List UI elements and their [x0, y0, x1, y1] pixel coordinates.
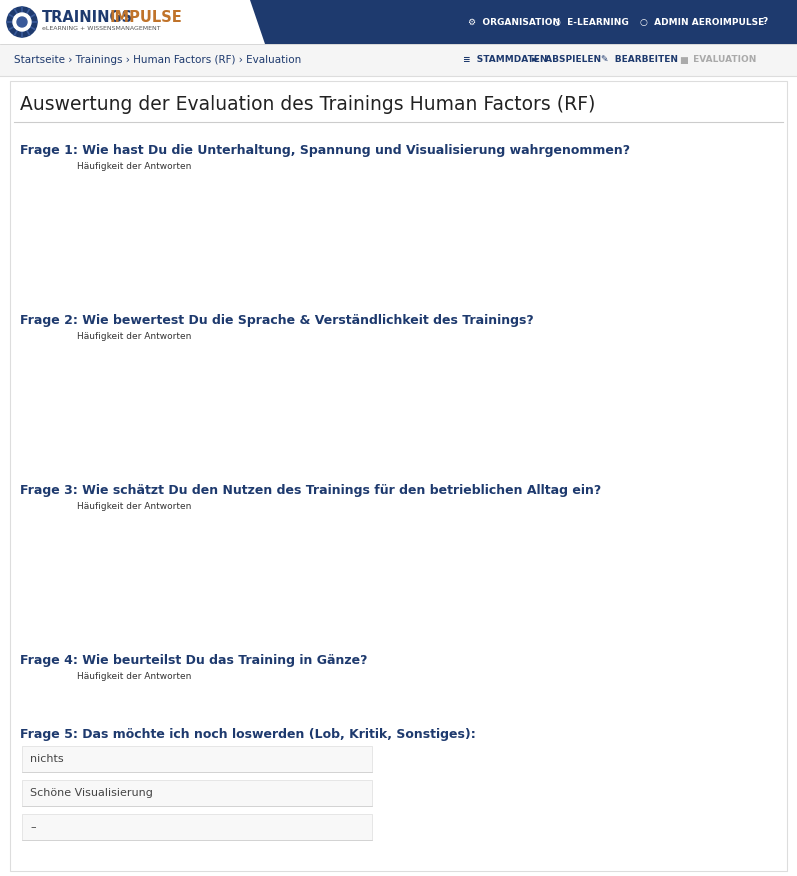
Bar: [55, 731, 162, 741]
Bar: [55, 620, 63, 632]
X-axis label: Häufigkeit: Häufigkeit: [183, 489, 233, 498]
Text: Frage 5: Das möchte ich noch loswerden (Lob, Kritik, Sonstiges):: Frage 5: Das möchte ich noch loswerden (…: [20, 728, 476, 741]
Circle shape: [7, 7, 37, 37]
Text: ⚙  ORGANISATION: ⚙ ORGANISATION: [468, 18, 560, 26]
Text: eLEARNING + WISSENSMANAGEMENT: eLEARNING + WISSENSMANAGEMENT: [42, 25, 161, 31]
Text: ▆  EVALUATION: ▆ EVALUATION: [680, 55, 756, 65]
FancyBboxPatch shape: [0, 76, 797, 876]
X-axis label: Häufigkeit: Häufigkeit: [183, 659, 233, 668]
Bar: [55, 180, 95, 192]
X-axis label: Häufigkeit: Häufigkeit: [183, 829, 233, 838]
Bar: [55, 430, 69, 442]
Text: Häufigkeit der Antworten: Häufigkeit der Antworten: [77, 502, 191, 511]
FancyBboxPatch shape: [0, 44, 797, 76]
Bar: [55, 520, 139, 532]
Text: Startseite › Trainings › Human Factors (RF) › Evaluation: Startseite › Trainings › Human Factors (…: [14, 55, 301, 65]
Y-axis label: Note: Note: [25, 394, 35, 418]
Text: ≡  STAMMDATEN: ≡ STAMMDATEN: [463, 55, 548, 65]
Text: Schöne Visualisierung: Schöne Visualisierung: [30, 788, 153, 798]
Bar: [55, 241, 80, 251]
Circle shape: [13, 13, 31, 31]
Text: TRAININGS: TRAININGS: [42, 10, 133, 25]
Bar: [55, 751, 67, 761]
Text: ○  E-LEARNING: ○ E-LEARNING: [553, 18, 629, 26]
Bar: [55, 391, 130, 401]
Text: ✎  BEARBEITEN: ✎ BEARBEITEN: [601, 55, 678, 65]
Bar: [55, 201, 305, 211]
FancyBboxPatch shape: [0, 0, 215, 44]
Bar: [55, 690, 107, 702]
Bar: [55, 260, 61, 272]
Text: Frage 2: Wie bewertest Du die Sprache & Verständlichkeit des Trainings?: Frage 2: Wie bewertest Du die Sprache & …: [20, 314, 534, 327]
Circle shape: [17, 17, 27, 27]
Bar: [55, 450, 65, 462]
Bar: [55, 411, 74, 421]
Text: ?: ?: [762, 18, 768, 26]
Y-axis label: Note: Note: [25, 734, 35, 758]
Y-axis label: Note: Note: [25, 224, 35, 248]
Text: Häufigkeit der Antworten: Häufigkeit der Antworten: [77, 672, 191, 681]
Bar: [55, 540, 329, 552]
Text: ○  ADMIN AEROIMPULSE: ○ ADMIN AEROIMPULSE: [640, 18, 764, 26]
Text: IMPULSE: IMPULSE: [110, 10, 183, 25]
Bar: [55, 710, 308, 722]
FancyBboxPatch shape: [22, 814, 372, 840]
Text: nichts: nichts: [30, 754, 64, 764]
Bar: [55, 371, 327, 382]
FancyBboxPatch shape: [10, 81, 787, 871]
Bar: [55, 350, 299, 362]
Bar: [55, 771, 58, 781]
Text: Frage 3: Wie schätzt Du den Nutzen des Trainings für den betrieblichen Alltag ei: Frage 3: Wie schätzt Du den Nutzen des T…: [20, 484, 601, 497]
Text: Auswertung der Evaluation des Trainings Human Factors (RF): Auswertung der Evaluation des Trainings …: [20, 95, 595, 114]
Bar: [55, 581, 74, 591]
FancyBboxPatch shape: [22, 746, 372, 772]
Text: Frage 4: Wie beurteilst Du das Training in Gänze?: Frage 4: Wie beurteilst Du das Training …: [20, 654, 367, 667]
Text: ►  ABSPIELEN: ► ABSPIELEN: [532, 55, 601, 65]
FancyBboxPatch shape: [22, 780, 372, 806]
Bar: [55, 561, 181, 571]
Text: Frage 1: Wie hast Du die Unterhaltung, Spannung und Visualisierung wahrgenommen?: Frage 1: Wie hast Du die Unterhaltung, S…: [20, 144, 630, 157]
Bar: [55, 221, 162, 231]
Text: Häufigkeit der Antworten: Häufigkeit der Antworten: [77, 332, 191, 341]
Y-axis label: Note: Note: [25, 564, 35, 588]
Text: Häufigkeit der Antworten: Häufigkeit der Antworten: [77, 162, 191, 171]
X-axis label: Häufigkeit: Häufigkeit: [183, 319, 233, 328]
Polygon shape: [215, 0, 265, 44]
FancyBboxPatch shape: [0, 0, 797, 44]
Text: –: –: [30, 822, 36, 832]
